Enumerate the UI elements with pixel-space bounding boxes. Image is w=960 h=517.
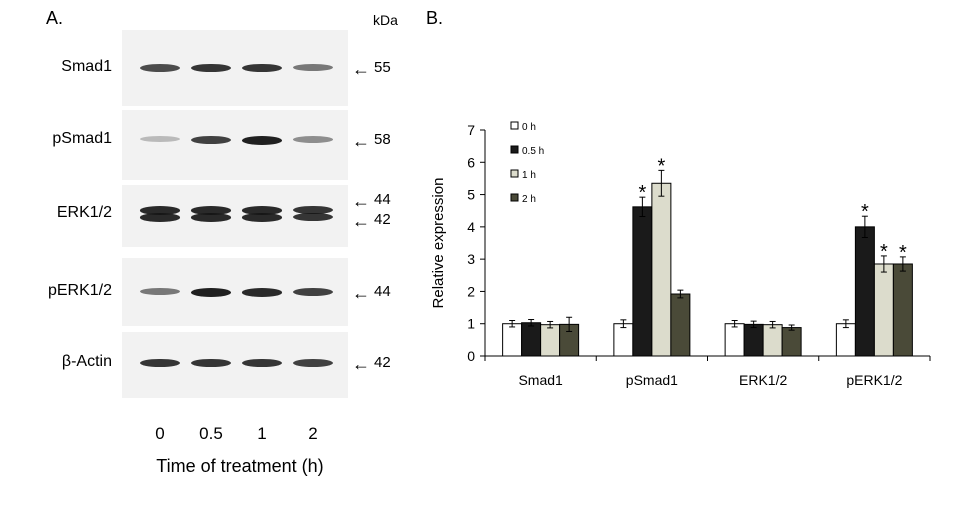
y-tick-label: 6: [467, 154, 475, 170]
bar: [873, 263, 894, 357]
blot-protein-label: pERK1/2: [47, 282, 112, 299]
blot-band: [293, 206, 333, 215]
bar: [743, 323, 764, 357]
mw-arrow-icon: ←: [352, 354, 370, 374]
y-tick-label: 1: [467, 316, 475, 332]
blot-strip: [122, 110, 348, 180]
bar: [502, 323, 523, 357]
bar-chart: 0 1 2 3 4 5 6 7 Relative expression Smad1 pSmad1 ER…: [430, 121, 931, 388]
lane-label: 0.5: [199, 424, 223, 443]
bar: [613, 323, 634, 357]
legend-swatch: [510, 193, 519, 202]
legend-label: 1 h: [522, 170, 536, 181]
y-axis-title: Relative expression: [430, 178, 447, 309]
legend-swatch: [510, 121, 519, 130]
bar: [632, 206, 653, 357]
bar: [724, 323, 745, 357]
blot-band: [242, 213, 282, 222]
blot-band: [293, 213, 333, 222]
blot-band: [293, 136, 333, 143]
blot-band: [191, 359, 231, 368]
blot-band: [191, 206, 231, 215]
y-tick-label: 5: [467, 187, 475, 203]
bar: [762, 324, 783, 357]
western-blot-panel: Smad1 ← 55 pSmad1 ← 58 ERK1/2 ← 44 ← 42 pERK1/2 ← 44 β…: [0, 0, 420, 517]
blot-band: [140, 206, 180, 215]
kda-unit-label: kDa: [373, 12, 398, 28]
mw-arrow-icon: ←: [352, 191, 370, 211]
bar: [651, 182, 672, 357]
mw-arrow-icon: ←: [352, 211, 370, 231]
blot-band: [242, 359, 282, 368]
blot-band: [242, 64, 282, 73]
bar: [781, 327, 802, 357]
blot-protein-label: Smad1: [61, 58, 112, 75]
legend-label: 2 h: [522, 194, 536, 205]
x-tick-label: pERK1/2: [846, 372, 902, 388]
bar: [670, 293, 691, 357]
molecular-weight-label: 44: [374, 191, 391, 208]
legend-swatch: [510, 145, 519, 154]
panel-b-label: B.: [426, 8, 444, 28]
bar: [540, 324, 561, 357]
blot-band: [293, 64, 333, 72]
x-tick-label: pSmad1: [626, 372, 678, 388]
legend-label: 0.5 h: [522, 146, 544, 157]
blot-protein-label: pSmad1: [52, 130, 112, 147]
blot-band: [191, 136, 231, 145]
lane-label: 2: [308, 424, 318, 443]
blot-band: [242, 206, 282, 215]
lane-label: 0: [155, 424, 165, 443]
molecular-weight-label: 58: [374, 131, 391, 148]
mw-arrow-icon: ←: [352, 59, 370, 79]
blot-x-axis-title: Time of treatment (h): [156, 456, 324, 476]
molecular-weight-label: 42: [374, 211, 391, 228]
significance-star: *: [657, 155, 665, 177]
blot-band: [293, 288, 333, 297]
mw-arrow-icon: ←: [352, 131, 370, 151]
blot-band: [140, 136, 180, 142]
significance-star: *: [638, 182, 646, 204]
y-tick-label: 2: [467, 283, 475, 299]
legend-swatch: [510, 169, 519, 178]
significance-star: *: [861, 201, 869, 223]
significance-star: *: [880, 241, 888, 263]
blot-band: [191, 288, 231, 297]
x-tick-label: ERK1/2: [739, 372, 787, 388]
blot-band: [191, 213, 231, 222]
blot-protein-label: ERK1/2: [56, 203, 112, 221]
blot-band: [242, 288, 282, 297]
y-tick-label: 7: [467, 122, 475, 138]
blot-band: [242, 136, 282, 145]
molecular-weight-label: 42: [374, 354, 391, 371]
bar: [835, 323, 856, 357]
blot-band: [140, 213, 180, 222]
panel-a-label: A.: [46, 8, 64, 28]
legend-label: 0 h: [522, 122, 536, 133]
y-tick-label: 4: [467, 219, 475, 235]
blot-band: [140, 64, 180, 72]
y-tick-label: 0: [467, 348, 475, 364]
blot-band: [191, 64, 231, 73]
bar: [521, 322, 542, 357]
lane-label: 1: [257, 424, 267, 443]
molecular-weight-label: 44: [374, 283, 391, 300]
bar: [854, 226, 875, 357]
blot-band: [140, 359, 180, 368]
y-tick-label: 3: [467, 251, 475, 267]
mw-arrow-icon: ←: [352, 283, 370, 303]
bar: [892, 263, 913, 357]
molecular-weight-label: 55: [374, 59, 391, 76]
blot-protein-label: β-Actin: [61, 353, 112, 370]
blot-band: [293, 359, 333, 368]
blot-band: [140, 288, 180, 296]
x-tick-label: Smad1: [518, 372, 563, 388]
significance-star: *: [899, 242, 907, 264]
